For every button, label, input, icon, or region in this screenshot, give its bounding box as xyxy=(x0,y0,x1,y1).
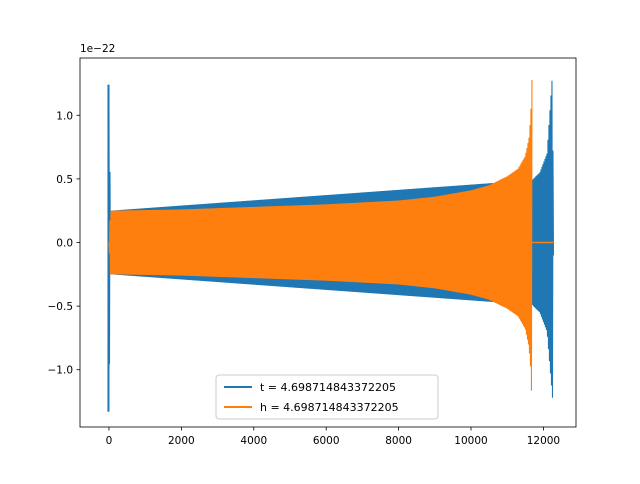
y-axis: −1.0 −0.5 0.0 0.5 1.0 xyxy=(48,110,80,377)
legend-label-h: h = 4.698714843372205 xyxy=(260,401,399,414)
y-tick-label: −0.5 xyxy=(48,301,74,313)
x-tick-label: 6000 xyxy=(313,435,340,447)
x-tick-label: 0 xyxy=(106,435,113,447)
legend-box xyxy=(215,374,439,420)
series-h xyxy=(108,79,554,391)
y-tick-label: 0.0 xyxy=(56,238,73,250)
x-tick-label: 12000 xyxy=(527,435,560,447)
legend[interactable]: t = 4.698714843372205 h = 4.698714843372… xyxy=(215,374,439,420)
y-tick-label: 0.5 xyxy=(56,174,73,186)
x-tick-label: 8000 xyxy=(385,435,412,447)
x-tick-label: 10000 xyxy=(454,435,487,447)
plot-area xyxy=(107,79,555,412)
series-layer xyxy=(107,79,555,412)
x-axis: 0 2000 4000 6000 8000 10000 12000 xyxy=(106,427,560,447)
x-tick-label: 2000 xyxy=(168,435,195,447)
legend-label-t: t = 4.698714843372205 xyxy=(260,381,396,394)
x-tick-label: 4000 xyxy=(240,435,267,447)
series-h-line xyxy=(108,79,533,391)
y-tick-label: −1.0 xyxy=(48,365,74,377)
y-offset-label: 1e−22 xyxy=(80,43,115,55)
y-tick-label: 1.0 xyxy=(56,110,73,122)
